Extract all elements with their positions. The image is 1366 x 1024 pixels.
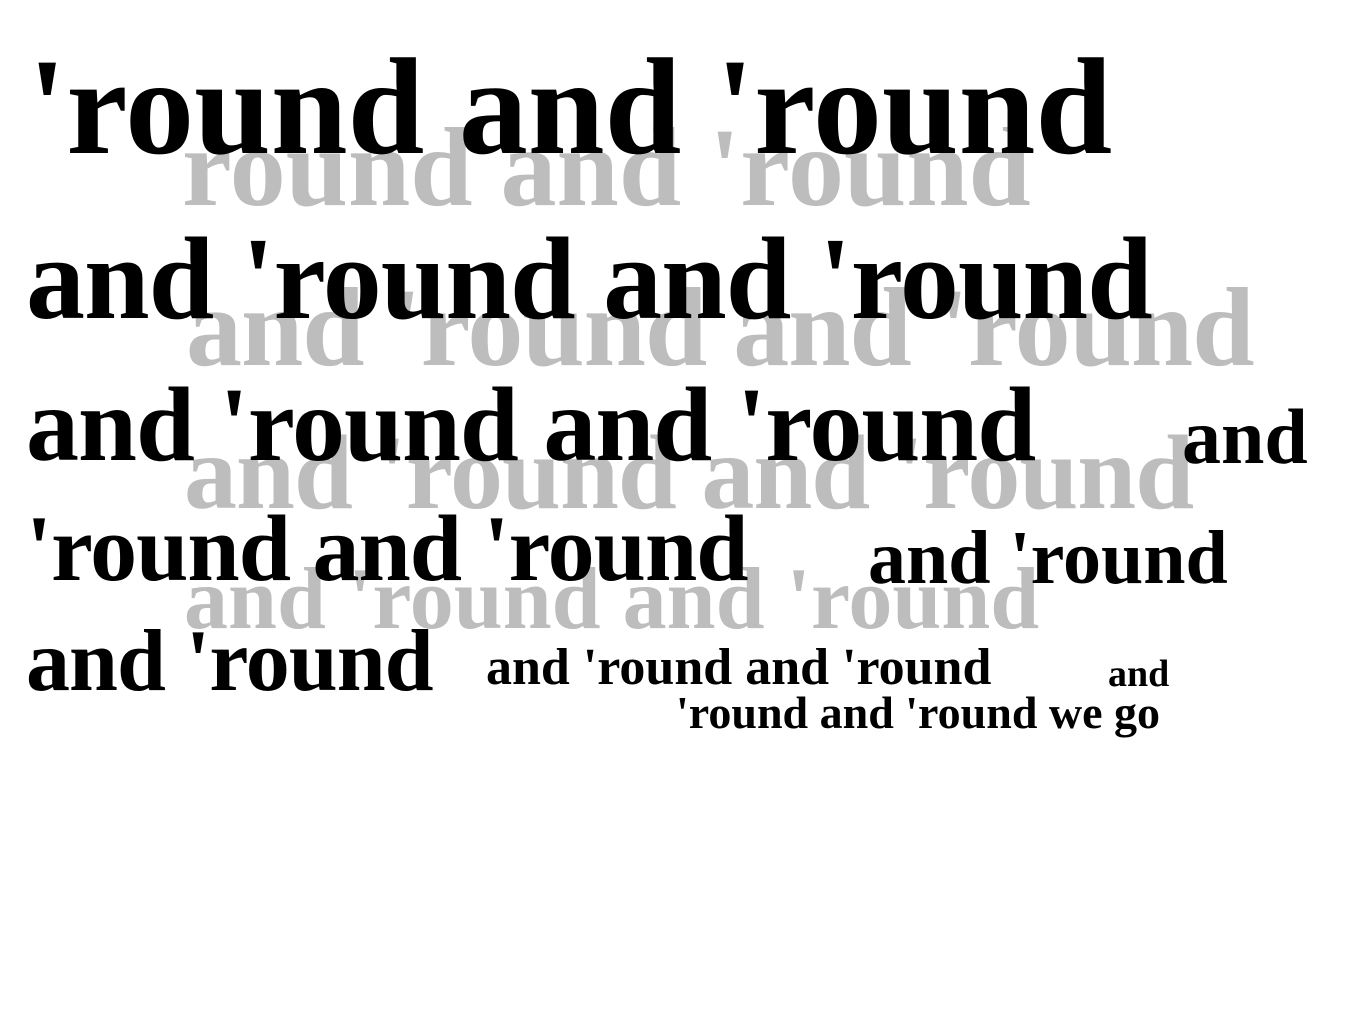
ghost-line-4: and 'round and 'round [184,551,1040,648]
text-line-5-tail: and [1108,653,1170,695]
text-line-1: 'round and 'round [28,30,1113,183]
text-line-4: 'round and 'round [26,497,749,601]
text-line-6: 'round and 'round we go [676,687,1161,738]
text-line-2: and 'round and 'round [26,213,1153,344]
ghost-line-2: and 'round and 'round [186,266,1254,390]
ghost-line-3: and 'round and 'round [184,414,1194,531]
text-line-5: and 'round [26,613,434,710]
ghost-line-1: round and 'round [182,106,1031,230]
text-line-3: and 'round and 'round [26,366,1036,483]
text-line-4-tail: and 'round [868,516,1228,600]
text-line-3-tail: and [1182,393,1308,480]
text-line-5-middle: and 'round and 'round [486,639,992,696]
